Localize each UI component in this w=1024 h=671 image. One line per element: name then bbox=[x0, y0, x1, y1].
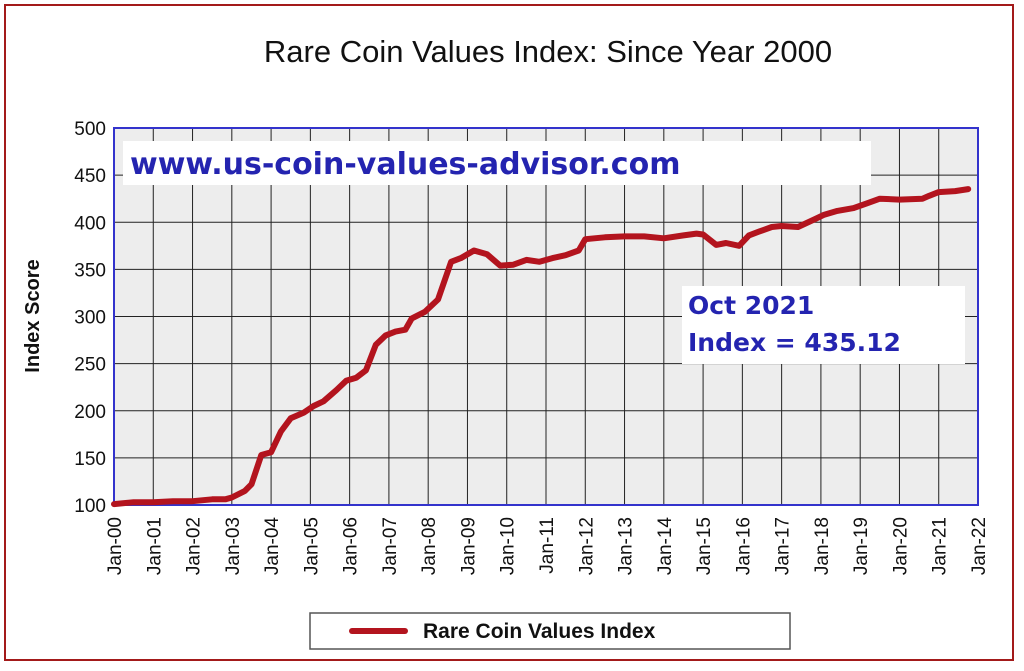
y-tick-label: 300 bbox=[74, 308, 106, 329]
x-tick-label: Jan-03 bbox=[223, 517, 244, 575]
series-line-rare-coin-values-index bbox=[111, 186, 972, 508]
x-tick-label: Jan-09 bbox=[458, 517, 479, 575]
y-tick-label: 100 bbox=[74, 496, 106, 517]
y-tick-label: 150 bbox=[74, 449, 106, 470]
x-tick-label: Jan-08 bbox=[419, 517, 440, 575]
plot-border bbox=[113, 127, 979, 506]
x-tick-label: Jan-14 bbox=[655, 517, 676, 576]
x-tick-label: Jan-21 bbox=[930, 517, 951, 575]
x-tick-label: Jan-07 bbox=[380, 517, 401, 575]
x-tick-label: Jan-02 bbox=[184, 517, 205, 575]
annotation-value: Index = 435.12 bbox=[688, 328, 901, 357]
x-tick-label: Jan-10 bbox=[498, 517, 519, 575]
x-tick-label: Jan-04 bbox=[262, 517, 283, 576]
x-axis: Jan-00 Jan-01 Jan-02 Jan-03 Jan-04 Jan-05 Jan-… bbox=[105, 517, 990, 576]
x-tick-label: Jan-15 bbox=[694, 517, 715, 575]
x-tick-label: Jan-20 bbox=[890, 517, 911, 575]
x-tick-label: Jan-17 bbox=[773, 517, 794, 575]
x-tick-label: Jan-18 bbox=[812, 517, 833, 575]
x-tick-label: Jan-05 bbox=[301, 517, 322, 575]
chart-title: Rare Coin Values Index: Since Year 2000 bbox=[264, 34, 832, 69]
annotation-box bbox=[682, 286, 965, 364]
x-tick-label: Jan-22 bbox=[969, 517, 990, 575]
legend-label: Rare Coin Values Index bbox=[423, 620, 656, 643]
y-axis-label: Index Score bbox=[22, 259, 44, 372]
y-tick-label: 500 bbox=[74, 119, 106, 140]
y-axis: 100 150 200 250 300 350 400 450 500 bbox=[74, 119, 106, 517]
x-tick-label: Jan-13 bbox=[616, 517, 637, 575]
watermark-url: www.us-coin-values-advisor.com bbox=[130, 147, 680, 182]
x-tick-label: Jan-06 bbox=[341, 517, 362, 575]
y-tick-label: 450 bbox=[74, 166, 106, 187]
x-tick-label: Jan-12 bbox=[576, 517, 597, 575]
x-tick-label: Jan-00 bbox=[105, 517, 126, 575]
watermark-box bbox=[123, 141, 871, 185]
y-tick-label: 350 bbox=[74, 260, 106, 281]
y-tick-label: 200 bbox=[74, 402, 106, 423]
x-tick-label: Jan-01 bbox=[144, 517, 165, 575]
x-tick-label: Jan-19 bbox=[851, 517, 872, 575]
y-tick-label: 250 bbox=[74, 355, 106, 376]
x-tick-label: Jan-11 bbox=[537, 517, 558, 574]
annotation-date: Oct 2021 bbox=[688, 291, 814, 320]
x-tick-label: Jan-16 bbox=[733, 517, 754, 575]
y-tick-label: 400 bbox=[74, 213, 106, 234]
